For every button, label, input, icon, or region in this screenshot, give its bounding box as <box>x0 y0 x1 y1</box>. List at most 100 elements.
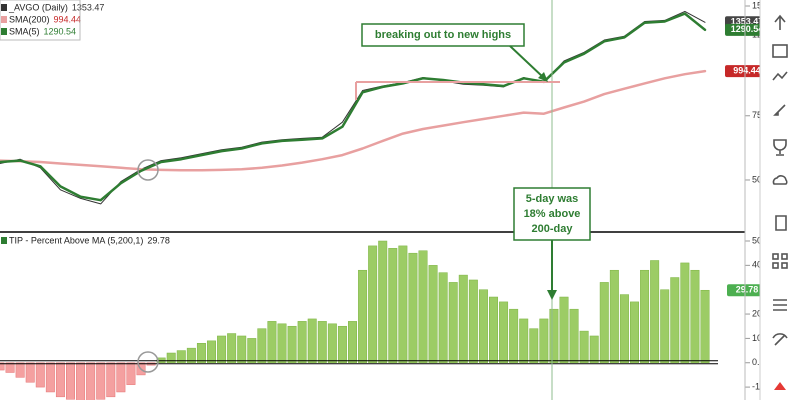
axis-value-box <box>727 284 767 297</box>
icon-grid[interactable] <box>772 262 779 269</box>
bar <box>327 323 337 363</box>
icon-cloud[interactable] <box>772 175 788 185</box>
arrow-head <box>547 290 557 300</box>
legend-swatch <box>1 4 7 11</box>
icon-brand[interactable] <box>774 382 786 390</box>
series-line <box>0 69 707 172</box>
annotation-arrow <box>509 45 545 79</box>
annotation: breaking out to new highs <box>375 29 511 41</box>
bar <box>700 289 710 363</box>
bar <box>368 245 378 363</box>
legend-label: SMA(200) <box>9 14 50 24</box>
legend-label: _AVGO (Daily) <box>8 2 68 12</box>
bar <box>549 308 559 363</box>
annotation: 5-day was <box>526 193 579 205</box>
bar <box>257 328 267 363</box>
bar <box>5 362 15 373</box>
bar <box>196 343 206 363</box>
icon-grid[interactable] <box>781 262 788 269</box>
bar <box>15 362 25 378</box>
bar <box>559 296 569 363</box>
bar <box>408 252 418 363</box>
bar <box>539 318 549 363</box>
bar <box>458 274 468 363</box>
series-line <box>0 12 707 202</box>
icon-trophy[interactable] <box>773 139 787 156</box>
bar <box>237 335 247 363</box>
legend-label: SMA(5) <box>9 26 40 36</box>
bar <box>186 347 196 363</box>
bar <box>307 318 317 363</box>
icon-rocket[interactable] <box>773 104 786 116</box>
bar <box>519 318 529 363</box>
bar <box>630 301 639 363</box>
plot-area: 5007501000125015001353.47994.441290.54-1… <box>0 0 778 400</box>
icon-grid[interactable] <box>781 253 788 260</box>
bar <box>378 240 388 363</box>
bar <box>0 362 5 371</box>
legend-value: 29.78 <box>147 235 170 245</box>
bar <box>589 335 599 363</box>
arrow-head <box>538 72 548 82</box>
bar <box>569 308 579 363</box>
bar <box>116 362 126 393</box>
bar <box>66 362 75 400</box>
icon-doc[interactable] <box>775 215 787 231</box>
bar <box>207 340 216 363</box>
bar <box>670 277 680 363</box>
bar <box>287 325 297 363</box>
legends: _AVGO (Daily) 1353.47 SMA(200) 994.44 SMA(5)… <box>0 0 170 245</box>
bar <box>166 352 176 363</box>
bar <box>106 362 116 398</box>
bar <box>96 362 106 400</box>
bar <box>438 272 448 363</box>
bar <box>86 362 96 400</box>
bar <box>25 362 35 383</box>
bar <box>317 321 327 363</box>
bar <box>55 362 65 398</box>
bar <box>448 282 458 363</box>
legend-swatch <box>1 237 7 244</box>
bar <box>348 321 357 363</box>
legend-value: 1353.47 <box>72 2 105 12</box>
icon-bookmark[interactable] <box>774 14 786 30</box>
legend-value: 994.44 <box>54 14 82 24</box>
annotation-box <box>361 23 525 47</box>
bar <box>247 338 257 363</box>
bar <box>337 325 347 363</box>
bar <box>277 323 287 363</box>
annotation: 18% above <box>524 208 581 220</box>
bar <box>217 335 227 363</box>
bar <box>690 269 700 363</box>
highlight-circle <box>137 159 159 181</box>
legend-label: TIP - Percent Above MA (5,200,1) <box>9 235 143 245</box>
bar <box>176 350 186 363</box>
bar <box>428 265 438 363</box>
bar <box>398 245 408 363</box>
icon-list[interactable] <box>773 299 787 311</box>
bar <box>267 321 277 363</box>
icon-gallery[interactable] <box>772 44 788 58</box>
bar <box>227 333 237 363</box>
axis-value-label: 1353.47 <box>731 17 764 27</box>
bar <box>489 296 498 363</box>
bar <box>126 362 136 385</box>
bar <box>297 321 307 363</box>
legend-box <box>0 0 81 41</box>
legend-swatch <box>1 16 7 23</box>
bar <box>478 289 488 363</box>
annotation: 200-day <box>532 223 574 235</box>
bar <box>499 301 509 363</box>
axis-value-box <box>725 65 769 78</box>
bar <box>388 248 398 363</box>
bar <box>509 308 519 363</box>
bar <box>35 362 45 388</box>
legend-swatch <box>1 28 7 35</box>
icon-draw[interactable] <box>772 333 788 346</box>
icon-chart[interactable] <box>772 71 788 81</box>
bar <box>660 289 670 363</box>
icon-grid[interactable] <box>772 253 779 260</box>
axis-value-label: 994.44 <box>733 65 761 75</box>
legend-value: 1290.54 <box>44 26 77 36</box>
